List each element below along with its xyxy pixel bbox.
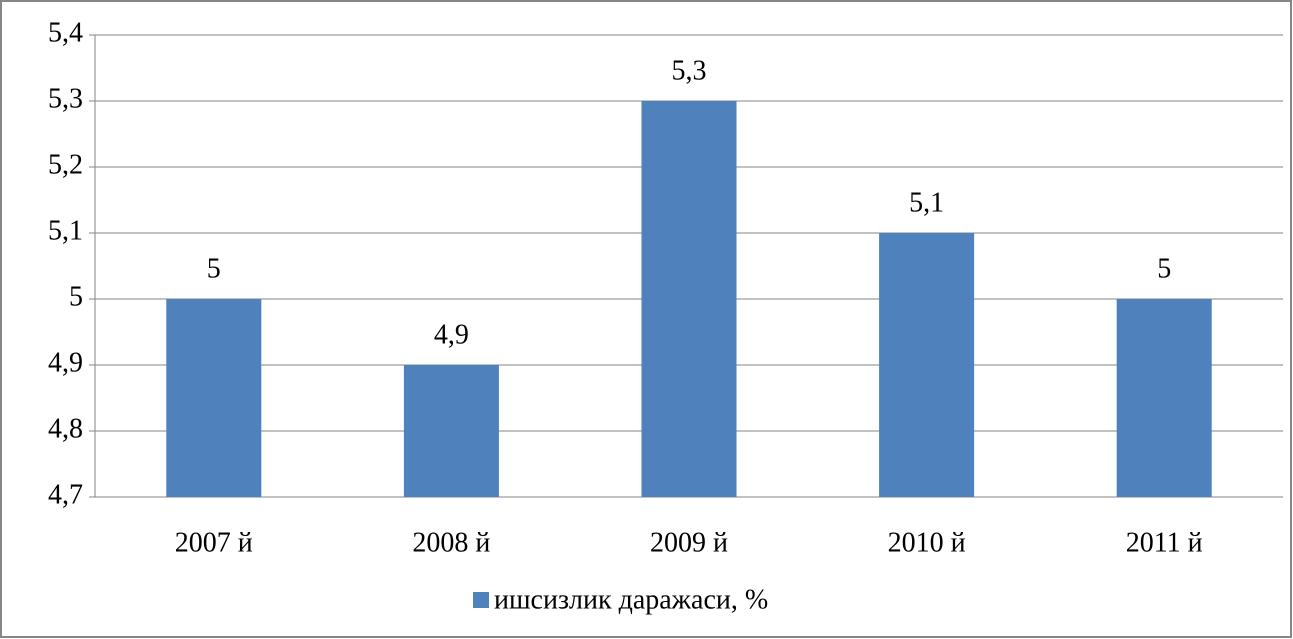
y-tick-label: 4,9 <box>48 347 83 378</box>
x-tick-label: 2010 й <box>888 527 966 558</box>
y-tick-label: 5 <box>69 281 83 312</box>
bar <box>166 299 262 497</box>
bar <box>641 101 737 497</box>
y-tick-label: 5,1 <box>48 215 83 246</box>
data-label: 5,3 <box>672 55 707 86</box>
bar <box>403 365 499 497</box>
y-tick-label: 5,3 <box>48 83 83 114</box>
legend-label: ишсизлик даражаси, % <box>494 584 768 615</box>
data-label: 5 <box>207 253 221 284</box>
x-tick-label: 2011 й <box>1126 527 1203 558</box>
bar <box>879 233 975 497</box>
x-tick-label: 2008 й <box>412 527 490 558</box>
data-label: 5,1 <box>909 187 944 218</box>
data-label: 4,9 <box>434 319 469 350</box>
y-tick-label: 4,7 <box>48 479 83 510</box>
y-tick-label: 5,2 <box>48 149 83 180</box>
y-tick-label: 5,4 <box>48 17 83 48</box>
bar <box>1116 299 1212 497</box>
x-tick-label: 2009 й <box>650 527 728 558</box>
x-tick-label: 2007 й <box>175 527 253 558</box>
data-label: 5 <box>1157 253 1171 284</box>
legend-swatch <box>473 592 489 608</box>
y-tick-label: 4,8 <box>48 413 83 444</box>
